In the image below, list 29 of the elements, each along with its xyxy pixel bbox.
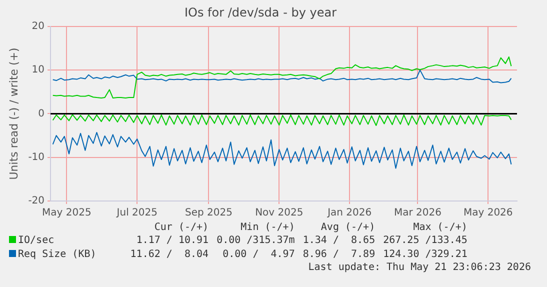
x-tick-label: Sep 2025 — [184, 208, 232, 219]
text: Avg (-/+) — [320, 222, 376, 234]
text: 1.17 / 10.91 — [135, 234, 210, 248]
text: Min (-/+) — [240, 222, 296, 234]
y-tick-label: -20 — [28, 196, 45, 207]
y-tick-label: 10 — [32, 64, 45, 76]
x-tick-label: Jan 2026 — [326, 208, 372, 219]
legend-label: Req Size (KB) — [17, 248, 98, 262]
text: 11.62 / 8.04 — [129, 248, 210, 262]
text: 267.25 /133.45 — [382, 234, 468, 248]
text: 0.00 /315.37m — [216, 234, 296, 248]
y-tick-label: -10 — [28, 152, 45, 163]
text: 1.34 / 8.65 — [302, 234, 376, 248]
text: 0.00 / 4.97 — [222, 248, 296, 262]
y-tick-label: 0 — [38, 108, 45, 120]
text: Max (-/+) — [412, 222, 468, 234]
x-tick-label: Jul 2025 — [116, 208, 158, 219]
x-tick-label: Nov 2025 — [255, 208, 304, 219]
chart-title: IOs for /dev/sda - by year — [184, 5, 337, 20]
legend-label: IO/sec — [17, 234, 56, 248]
x-tick-label: Mar 2026 — [394, 208, 442, 219]
x-tick-label: May 2025 — [42, 208, 92, 219]
text: Last update: Thu May 21 23:06:23 2026 — [307, 262, 532, 273]
text: Cur (-/+) — [153, 222, 210, 234]
text: 124.30 /329.21 — [382, 248, 468, 262]
text: 8.96 / 7.89 — [302, 248, 376, 262]
y-axis-title: Units read (-) / write (+) — [7, 48, 20, 180]
x-tick-label: May 2026 — [463, 208, 513, 219]
y-tick-label: 20 — [32, 20, 45, 32]
